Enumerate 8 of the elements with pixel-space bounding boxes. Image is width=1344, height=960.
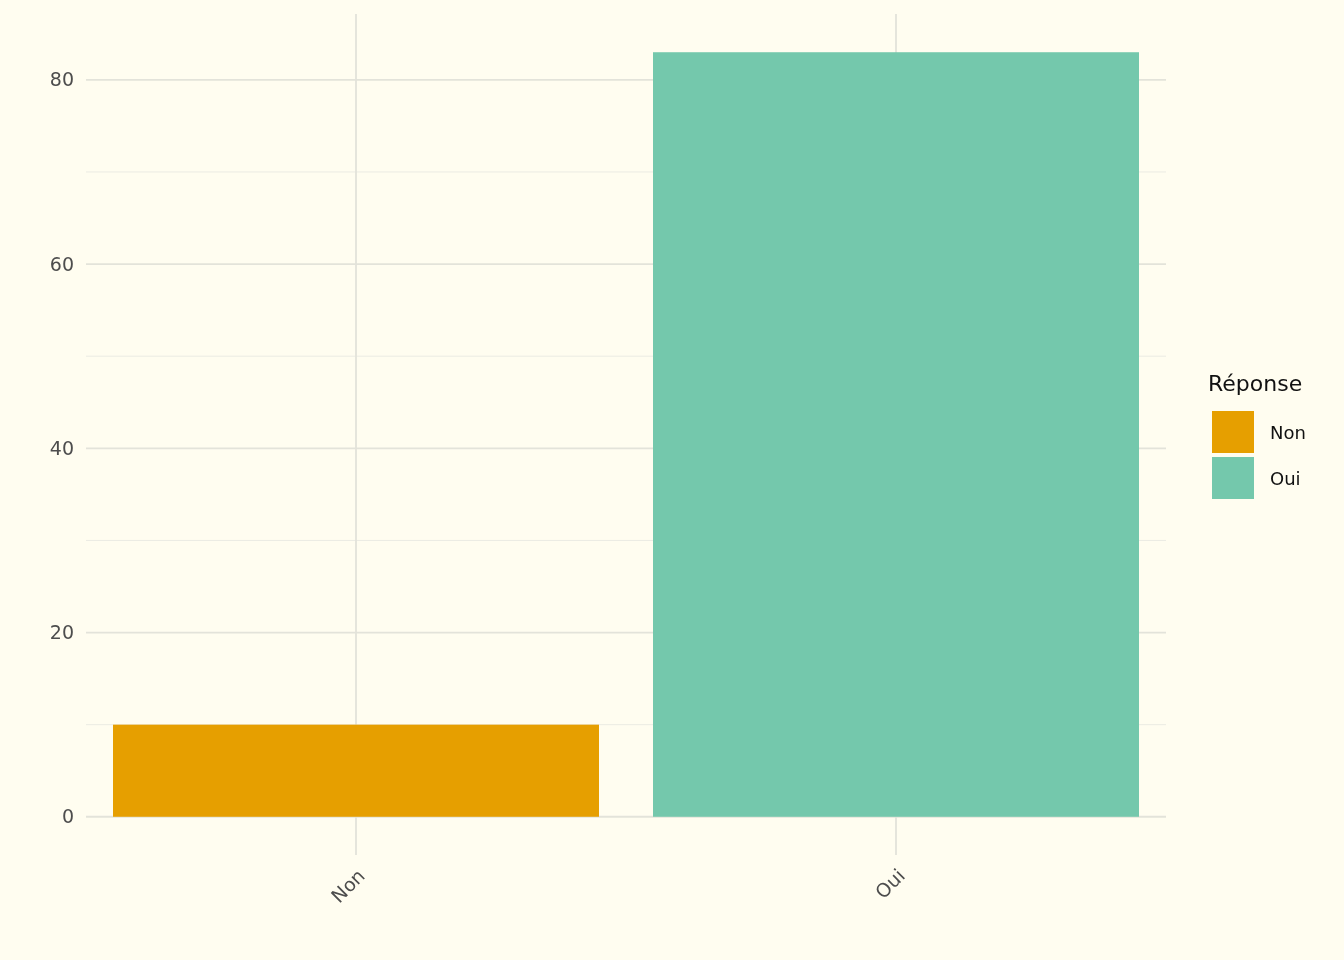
y-tick-label: 80 <box>49 68 74 91</box>
y-tick-label: 60 <box>49 252 74 275</box>
legend-title: Réponse <box>1208 371 1303 396</box>
y-tick-label: 40 <box>49 436 74 459</box>
legend-label: Non <box>1270 422 1306 443</box>
y-tick-label: 20 <box>49 621 74 644</box>
legend-label: Oui <box>1270 468 1301 489</box>
y-tick-label: 0 <box>61 805 74 828</box>
